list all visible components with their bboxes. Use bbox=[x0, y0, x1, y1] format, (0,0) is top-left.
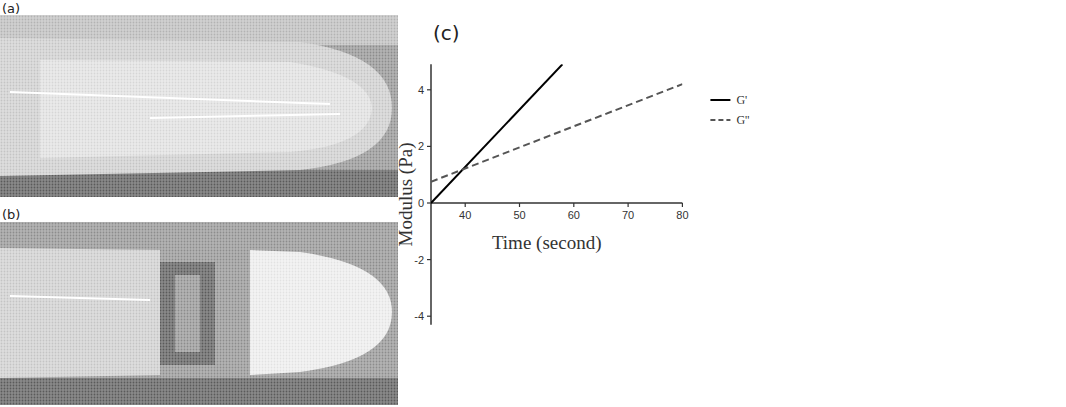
x-tick-label: 50 bbox=[513, 209, 525, 221]
highlight bbox=[10, 92, 330, 104]
y-axis-title: Modulus (Pa) bbox=[395, 143, 417, 247]
x-axis bbox=[431, 202, 682, 204]
axes: -4 -2 0 2 4 40 50 60 70 80 bbox=[414, 64, 688, 324]
y-tick-label: 4 bbox=[418, 84, 424, 96]
y-tick-label: -4 bbox=[414, 310, 424, 322]
tube bbox=[0, 38, 392, 176]
x-axis-title: Time (second) bbox=[492, 232, 602, 254]
x-tick bbox=[519, 203, 520, 207]
panel-label: (c) bbox=[433, 21, 460, 45]
gel-plug bbox=[250, 250, 392, 375]
panel-label: (a) bbox=[2, 1, 20, 16]
series-line bbox=[431, 84, 682, 182]
series-group bbox=[431, 64, 682, 203]
legend: G' G'' bbox=[710, 93, 749, 127]
tube-gap bbox=[160, 262, 215, 365]
tube-core bbox=[40, 60, 372, 158]
x-tick bbox=[465, 203, 466, 207]
y-tick-label: 2 bbox=[418, 140, 424, 152]
photo-bg bbox=[0, 15, 398, 197]
y-tick bbox=[427, 259, 431, 260]
photo-b bbox=[0, 222, 398, 405]
y-tick bbox=[427, 202, 431, 203]
x-tick-label: 40 bbox=[459, 209, 471, 221]
tube-step bbox=[175, 275, 200, 352]
photo-band bbox=[0, 378, 398, 405]
photo-bg bbox=[0, 222, 398, 405]
highlight bbox=[150, 114, 340, 118]
photo-a bbox=[0, 15, 398, 197]
x-tick bbox=[682, 203, 683, 207]
x-tick-label: 80 bbox=[676, 209, 688, 221]
x-tick bbox=[628, 203, 629, 207]
panel-label: (b) bbox=[2, 207, 20, 222]
y-tick-label: -2 bbox=[414, 254, 424, 266]
series-line bbox=[431, 64, 562, 203]
x-tick-label: 60 bbox=[568, 209, 580, 221]
x-tick bbox=[573, 203, 574, 207]
y-tick bbox=[427, 316, 431, 317]
legend-swatch bbox=[710, 119, 730, 121]
x-tick-label: 70 bbox=[622, 209, 634, 221]
y-tick-label: 0 bbox=[418, 197, 424, 209]
legend-label: G'' bbox=[736, 113, 749, 127]
tube-left bbox=[0, 248, 160, 378]
highlight bbox=[10, 296, 150, 300]
legend-swatch bbox=[710, 99, 730, 101]
y-tick bbox=[427, 146, 431, 147]
y-axis bbox=[430, 64, 432, 324]
legend-label: G' bbox=[736, 93, 747, 107]
y-tick bbox=[427, 89, 431, 90]
